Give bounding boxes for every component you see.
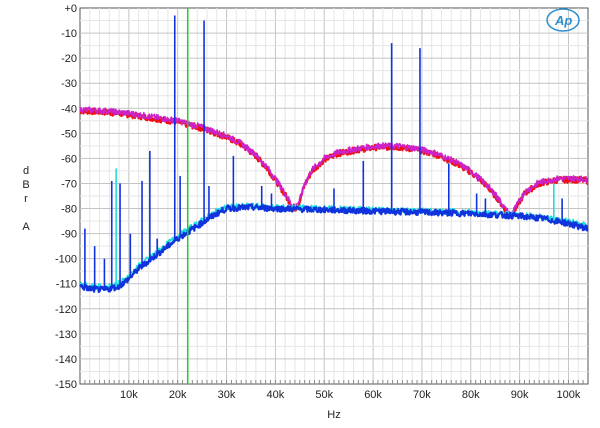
x-tick-labels: 10k 20k 30k 40k 50k 60k 70k 80k 90k 100k — [120, 389, 581, 401]
x-tick-label: 90k — [511, 389, 529, 401]
x-tick-label: 60k — [364, 389, 382, 401]
x-axis-title: Hz — [327, 409, 340, 421]
y-axis-title-letter: B — [22, 179, 29, 191]
y-tick-label: -140 — [55, 354, 77, 366]
x-tick-label: 10k — [120, 389, 138, 401]
y-tick-label: -50 — [61, 128, 77, 140]
y-tick-label: -10 — [61, 28, 77, 40]
ap-logo-text: Ap — [554, 13, 572, 28]
y-tick-label: -90 — [61, 229, 77, 241]
x-tick-label: 70k — [413, 389, 431, 401]
y-axis-title-letter: r — [24, 193, 28, 205]
y-tick-label: -80 — [61, 204, 77, 216]
x-tick-label: 80k — [462, 389, 480, 401]
y-axis-title-letter: A — [22, 221, 30, 233]
x-tick-label: 100k — [557, 389, 581, 401]
y-tick-label: -110 — [56, 279, 77, 291]
x-tick-label: 40k — [267, 389, 285, 401]
y-tick-label: -40 — [61, 103, 77, 115]
y-tick-label: +0 — [64, 3, 77, 15]
x-tick-label: 20k — [169, 389, 187, 401]
y-tick-label: -130 — [55, 329, 77, 341]
y-tick-label: -120 — [55, 304, 77, 316]
x-tick-label: 30k — [218, 389, 236, 401]
x-tick-label: 50k — [315, 389, 333, 401]
y-tick-label: -20 — [61, 53, 77, 65]
y-tick-label: -60 — [61, 153, 77, 165]
series-line-1 — [79, 106, 589, 217]
y-axis-title: dBr A — [22, 165, 30, 233]
y-axis-title-letter: d — [23, 165, 29, 177]
y-tick-labels: +0 -10 -20 -30 -40 -50 -60 -70 -80 -90 -100 -110 -12… — [55, 3, 77, 391]
grid — [80, 8, 588, 384]
y-tick-label: -70 — [61, 178, 77, 190]
spike-layer — [84, 15, 563, 290]
y-tick-label: -100 — [55, 254, 77, 266]
ap-logo: Ap — [546, 8, 580, 32]
y-tick-label: -150 — [55, 379, 77, 391]
y-tick-label: -30 — [61, 78, 77, 90]
